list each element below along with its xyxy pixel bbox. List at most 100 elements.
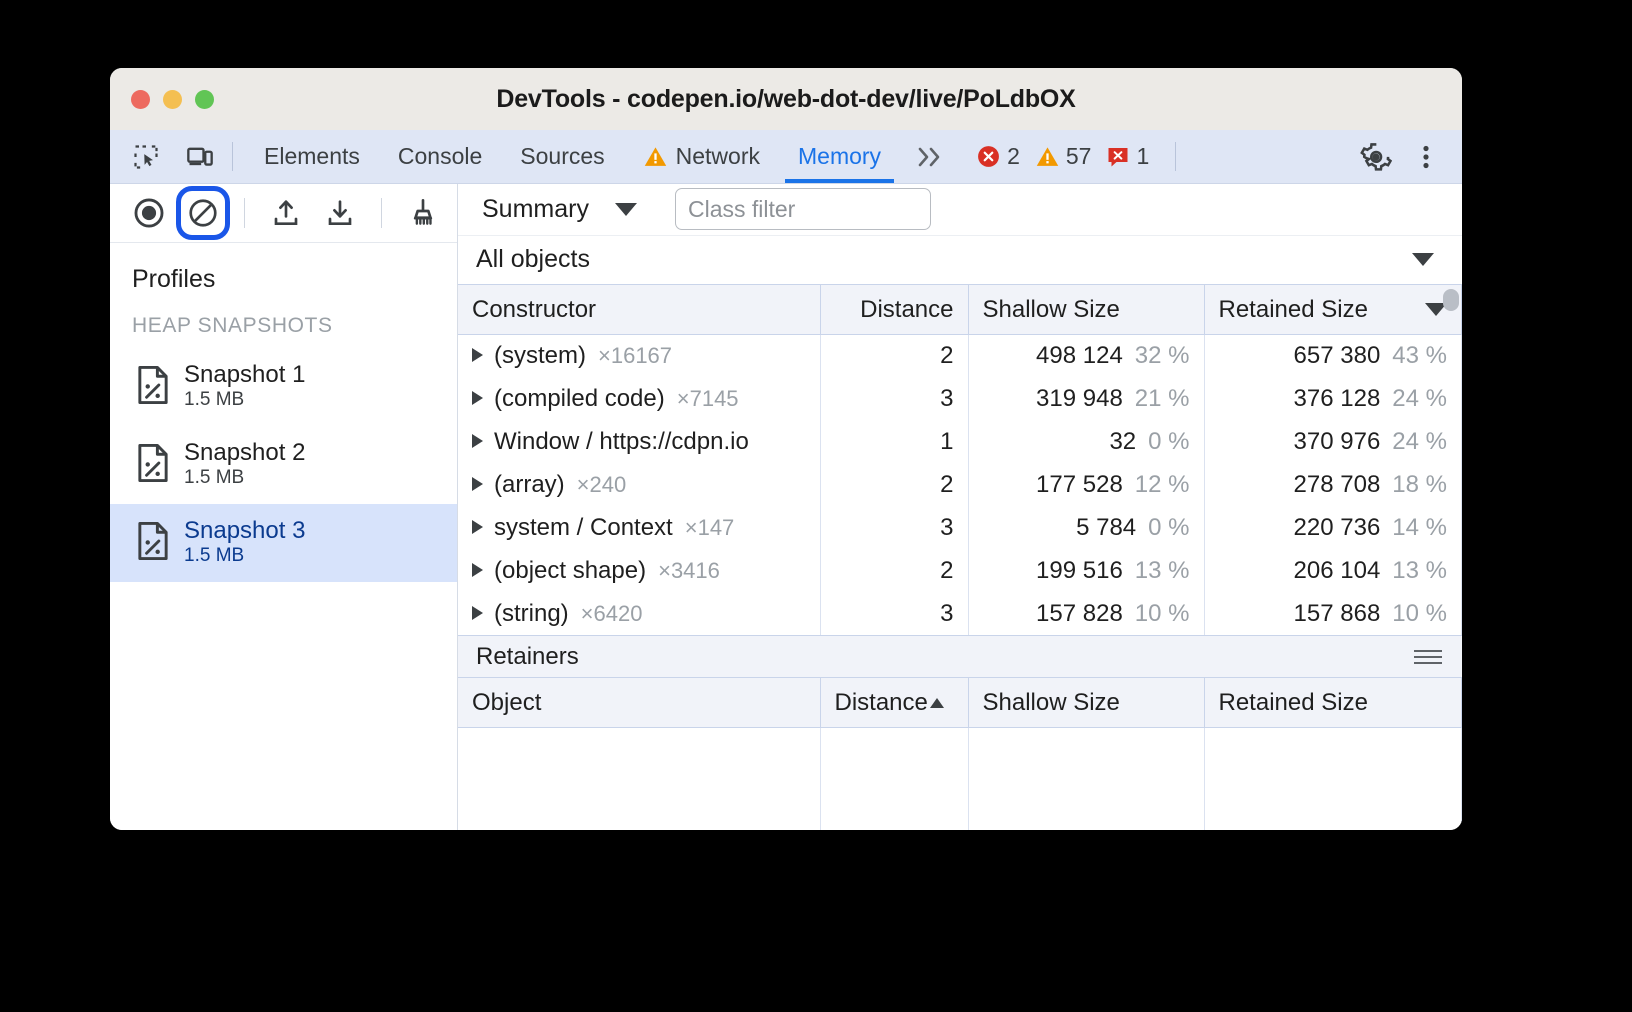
shallow-size-percent: 13 % (1134, 556, 1190, 584)
column-header-retained-size[interactable]: Retained Size (1204, 678, 1462, 728)
retained-size-value: 220 736 (1293, 513, 1381, 541)
column-header-distance[interactable]: Distance (820, 678, 969, 728)
expand-triangle-icon[interactable] (472, 433, 483, 448)
cell-constructor[interactable]: system / Context ×147 (458, 506, 821, 550)
inspect-element-icon[interactable] (126, 137, 166, 177)
table-row[interactable]: (array) ×240 2 177 528 12 % 278 708 18 % (458, 463, 1462, 507)
cell-constructor[interactable]: (object shape) ×3416 (458, 549, 821, 593)
table-row[interactable]: (compiled code) ×7145 3 319 948 21 % 376 1… (458, 377, 1462, 421)
tab-console[interactable]: Console (379, 130, 501, 183)
tabbar-divider-right (1175, 142, 1177, 171)
tab-sources[interactable]: Sources (501, 130, 623, 183)
cell-constructor[interactable]: (array) ×240 (458, 463, 821, 507)
column-header-constructor[interactable]: Constructor (458, 285, 821, 335)
snapshot-name: Snapshot 2 (184, 438, 306, 466)
expand-triangle-icon[interactable] (472, 605, 483, 620)
warning-triangle-icon (1035, 144, 1060, 169)
record-heap-snapshot-button[interactable] (126, 190, 172, 236)
minimize-window-button[interactable] (163, 89, 182, 109)
tab-memory-label: Memory (798, 143, 882, 169)
expand-triangle-icon[interactable] (472, 519, 483, 534)
table-row[interactable]: (string) ×6420 3 157 828 10 % 157 868 10 % (458, 592, 1462, 636)
retained-size-value: 376 128 (1293, 384, 1381, 412)
scope-select[interactable]: All objects (458, 236, 1462, 285)
cell-distance: 3 (820, 377, 969, 421)
cell-distance: 3 (820, 592, 969, 636)
tab-memory[interactable]: Memory (779, 130, 900, 183)
shallow-size-value: 157 828 (1036, 599, 1123, 627)
expand-triangle-icon[interactable] (472, 476, 483, 491)
snapshot-name: Snapshot 1 (184, 360, 306, 388)
load-profile-button[interactable] (263, 190, 309, 236)
cell-constructor[interactable]: (system) ×16167 (458, 334, 821, 378)
snapshot-list-item-1[interactable]: Snapshot 1 1.5 MB (110, 348, 457, 426)
cell-shallow-size: 498 124 32 % (968, 334, 1205, 378)
scrollbar-thumb[interactable] (1443, 289, 1459, 312)
column-header-shallow-size[interactable]: Shallow Size (968, 285, 1205, 335)
retained-size-percent: 43 % (1392, 342, 1447, 370)
snapshot-list-item-2[interactable]: Snapshot 2 1.5 MB (110, 426, 457, 504)
retained-size-percent: 18 % (1392, 470, 1447, 498)
tab-elements[interactable]: Elements (245, 130, 379, 183)
close-window-button[interactable] (131, 89, 150, 109)
view-mode-select[interactable]: Summary (476, 191, 643, 228)
warning-count: 57 (1065, 143, 1092, 169)
instance-count: ×3416 (658, 557, 720, 583)
constructor-name: (string) (494, 599, 569, 627)
table-row[interactable]: system / Context ×147 3 5 784 0 % 220 736 1… (458, 506, 1462, 550)
column-header-retained-size[interactable]: Retained Size (1204, 285, 1462, 335)
cell-constructor[interactable]: Window / https://cdpn.io (458, 420, 821, 464)
instance-count: ×7145 (676, 385, 739, 411)
tab-console-label: Console (397, 143, 483, 169)
column-header-retained-size-label: Retained Size (1218, 295, 1368, 323)
stop-clear-button[interactable] (176, 186, 230, 240)
retained-size-percent: 13 % (1392, 556, 1447, 584)
cell-distance: 2 (820, 334, 969, 378)
maximize-window-button[interactable] (195, 89, 214, 109)
settings-gear-icon[interactable] (1354, 135, 1398, 179)
shallow-size-percent: 32 % (1134, 342, 1190, 370)
class-filter-input[interactable] (674, 188, 931, 231)
error-counter[interactable]: 2 (976, 143, 1020, 170)
constructor-name: system / Context (494, 513, 673, 541)
memory-sidebar: Profiles HEAP SNAPSHOTS Snapshot 1 1.5 M… (110, 184, 458, 830)
table-row[interactable]: Window / https://cdpn.io 1 32 0 % 370 976… (458, 420, 1462, 464)
window-titlebar: DevTools - codepen.io/web-dot-dev/live/P… (110, 68, 1462, 130)
retained-size-value: 206 104 (1293, 556, 1381, 584)
cell-constructor[interactable]: (compiled code) ×7145 (458, 377, 821, 421)
expand-triangle-icon[interactable] (472, 562, 483, 577)
save-profile-button[interactable] (317, 190, 363, 236)
device-toolbar-icon[interactable] (180, 137, 220, 177)
more-options-icon[interactable] (1404, 135, 1448, 179)
summary-grid-scrollbar[interactable] (1443, 286, 1459, 618)
cell-shallow-size: 32 0 % (968, 420, 1205, 464)
cell-retained-size: 376 128 24 % (1204, 377, 1462, 421)
cell-shallow-size: 177 528 12 % (968, 463, 1205, 507)
snapshot-list-item-3[interactable]: Snapshot 3 1.5 MB (110, 504, 457, 582)
column-header-object[interactable]: Object (458, 678, 821, 728)
resize-handle-icon[interactable] (1414, 649, 1442, 664)
retainers-grid-header-row: Object Distance Shallow Size Retained Si… (458, 678, 1462, 728)
message-counter[interactable]: 1 (1106, 143, 1149, 170)
instance-count: ×6420 (580, 600, 643, 626)
tabbar-left-icons (110, 130, 220, 183)
tabbar-divider (232, 142, 233, 171)
message-count: 1 (1136, 143, 1150, 169)
column-header-distance[interactable]: Distance (820, 285, 969, 335)
warning-counter[interactable]: 57 (1035, 143, 1092, 170)
more-tabs-chevron-icon[interactable] (900, 130, 962, 183)
cell-constructor[interactable]: (string) ×6420 (458, 592, 821, 636)
column-header-shallow-size[interactable]: Shallow Size (968, 678, 1205, 728)
sort-descending-icon (1425, 302, 1447, 316)
retained-size-percent: 24 % (1392, 384, 1447, 412)
tab-network[interactable]: Network (624, 130, 779, 183)
collect-garbage-button[interactable] (400, 190, 446, 236)
table-row[interactable]: (system) ×16167 2 498 124 32 % 657 380 43 % (458, 334, 1462, 378)
cell-distance: 3 (820, 506, 969, 550)
expand-triangle-icon[interactable] (472, 390, 483, 405)
expand-triangle-icon[interactable] (472, 348, 483, 363)
retained-size-percent: 24 % (1392, 427, 1447, 455)
table-row[interactable]: (object shape) ×3416 2 199 516 13 % 206 10… (458, 549, 1462, 593)
shallow-size-percent: 21 % (1134, 384, 1190, 412)
cell-distance: 1 (820, 420, 969, 464)
